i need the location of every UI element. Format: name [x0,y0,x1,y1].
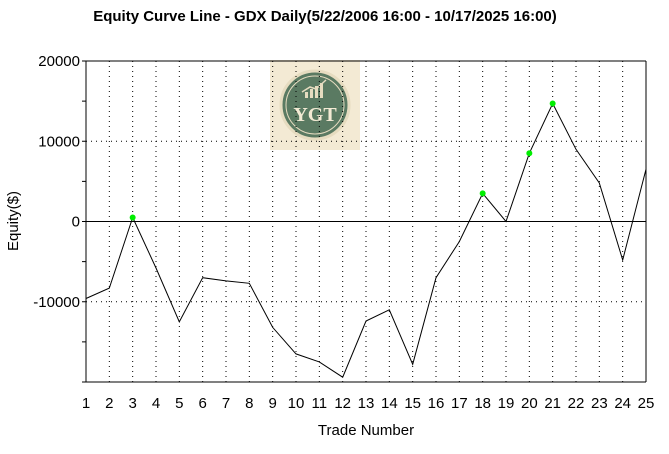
logo-circle [279,69,351,141]
watermark-logo: YGT [270,60,360,150]
y-tick-label: 10000 [38,133,80,150]
x-tick-label: 13 [358,395,375,412]
highlight-point [526,150,533,157]
y-tick-label: 20000 [38,53,80,70]
logo-text: YGT [293,104,337,126]
x-tick-label: 6 [198,395,206,412]
x-tick-label: 10 [288,395,305,412]
y-tick-label: -10000 [33,294,80,311]
x-tick-label: 3 [128,395,136,412]
x-tick-label: 7 [222,395,230,412]
x-tick-label: 14 [381,395,398,412]
x-tick-label: 21 [544,395,561,412]
x-tick-label: 2 [105,395,113,412]
x-tick-label: 24 [614,395,631,412]
x-tick-label: 25 [638,395,655,412]
x-tick-label: 5 [175,395,183,412]
x-axis-label: Trade Number [318,422,414,439]
chart-title: Equity Curve Line - GDX Daily(5/22/2006 … [93,8,557,25]
x-tick-label: 23 [591,395,608,412]
x-tick-label: 18 [474,395,491,412]
grid [85,60,647,383]
x-tick-label: 16 [428,395,445,412]
x-tick-label: 12 [334,395,351,412]
x-tick-label: 4 [152,395,160,412]
highlight-point [129,214,136,221]
x-tick-label: 22 [568,395,585,412]
x-tick-label: 19 [498,395,515,412]
x-tick-label: 1 [82,395,90,412]
x-tick-label: 20 [521,395,538,412]
highlight-point [479,190,486,197]
x-tick-label: 8 [245,395,253,412]
x-tick-label: 11 [312,395,328,412]
growth-chart-icon [301,79,327,98]
y-axis-label: Equity($) [5,191,22,251]
highlight-point [549,100,556,107]
x-tick-label: 17 [451,395,468,412]
x-tick-label: 15 [404,395,421,412]
plot-area [85,100,647,378]
x-tick-label: 9 [268,395,276,412]
y-tick-label: 0 [72,214,80,231]
